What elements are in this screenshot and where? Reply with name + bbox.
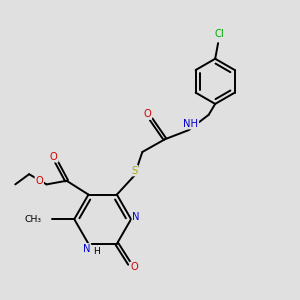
Text: Cl: Cl: [215, 28, 224, 39]
Text: N: N: [132, 212, 140, 222]
Text: O: O: [144, 109, 151, 119]
Text: O: O: [50, 152, 58, 162]
Text: H: H: [93, 247, 100, 256]
Text: S: S: [131, 166, 137, 176]
Text: O: O: [35, 176, 43, 187]
Text: O: O: [130, 262, 138, 272]
Text: N: N: [83, 244, 90, 254]
Text: CH₃: CH₃: [25, 215, 41, 224]
Text: NH: NH: [183, 118, 198, 129]
